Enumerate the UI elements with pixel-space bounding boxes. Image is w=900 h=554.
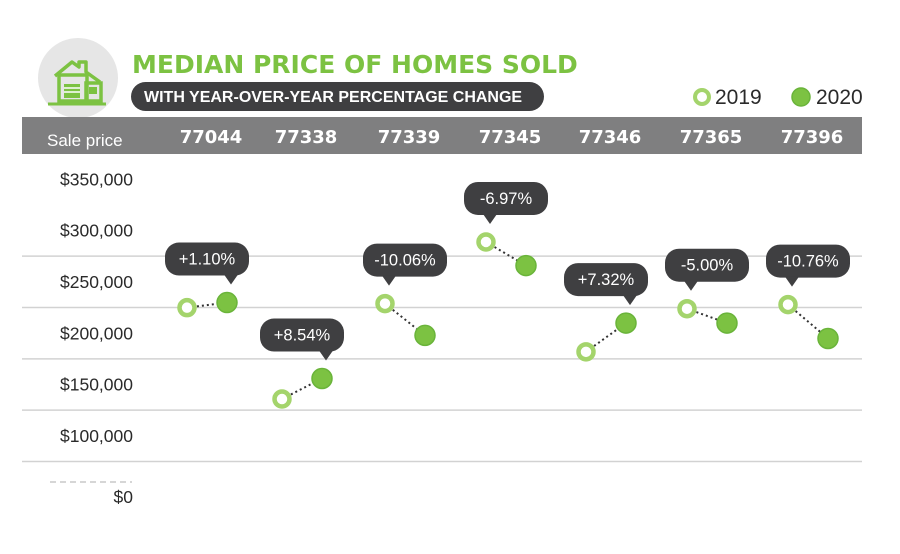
chart-title: MEDIAN PRICE OF HOMES SOLD	[132, 50, 578, 79]
legend-2020-label: 2020	[816, 86, 863, 109]
zip-label: 77396	[781, 127, 844, 148]
callout-bubble	[363, 243, 447, 277]
y-tick-label: $100,000	[60, 426, 133, 446]
callout-pointer	[319, 350, 333, 361]
callout-pointer	[785, 276, 799, 287]
change-connector	[384, 302, 426, 337]
change-callout: -6.97%	[464, 181, 548, 224]
callout-value: -5.00%	[681, 257, 734, 275]
point-2019	[677, 298, 697, 319]
point-2019	[375, 293, 395, 314]
point-2019	[576, 342, 596, 362]
legend-2020-marker	[791, 87, 811, 107]
point-2020	[311, 367, 333, 390]
callout-value: -6.97%	[480, 190, 533, 208]
zip-label: 77365	[680, 127, 743, 148]
point-2020	[515, 254, 537, 277]
x-axis-label: Sale price	[47, 131, 123, 150]
chart-subtitle: WITH YEAR-OVER-YEAR PERCENTAGE CHANGE	[144, 89, 522, 106]
callout-pointer	[224, 274, 238, 285]
point-2019	[476, 232, 496, 252]
change-callout: -10.76%	[766, 244, 850, 287]
callout-value: +8.54%	[274, 327, 331, 345]
house-icon	[38, 38, 118, 118]
zip-label: 77044	[180, 127, 243, 148]
change-callout: +8.54%	[260, 318, 344, 361]
callout-bubble	[564, 263, 648, 297]
callout-value: -10.06%	[374, 252, 436, 270]
zip-label: 77339	[378, 127, 441, 148]
point-2019	[177, 297, 197, 318]
callout-bubble	[260, 318, 344, 352]
legend-2019-label: 2019	[715, 86, 762, 109]
change-callout: +1.10%	[165, 242, 249, 285]
zip-label: 77345	[479, 127, 542, 148]
callout-pointer	[483, 213, 497, 224]
change-callout: -5.00%	[665, 248, 749, 291]
callout-pointer	[382, 275, 396, 286]
callout-bubble	[766, 244, 850, 278]
y-tick-label: $300,000	[60, 221, 133, 241]
header-bar	[22, 117, 862, 154]
subtitle-pill	[131, 82, 544, 111]
legend: 2019 2020	[693, 86, 863, 109]
point-2020	[615, 312, 637, 334]
y-tick-label: $200,000	[60, 323, 133, 343]
callout-bubble	[665, 248, 749, 282]
zip-label: 77346	[579, 127, 642, 148]
point-2020	[817, 327, 839, 350]
point-2020	[216, 291, 238, 314]
change-connector	[787, 303, 829, 340]
y-tick-label: $350,000	[60, 169, 133, 189]
point-2020	[716, 312, 738, 334]
callout-pointer	[623, 295, 637, 306]
point-2019	[272, 389, 292, 409]
callout-pointer	[684, 280, 698, 291]
zip-label: 77338	[275, 127, 338, 148]
change-callout: -10.06%	[363, 243, 447, 286]
callout-value: +7.32%	[578, 271, 635, 289]
y-tick-label: $150,000	[60, 375, 133, 395]
change-callout: +7.32%	[564, 263, 648, 306]
callout-value: -10.76%	[777, 253, 839, 271]
y-tick-label: $250,000	[60, 272, 133, 292]
legend-2019-marker	[693, 88, 711, 106]
callout-bubble	[464, 181, 548, 215]
callout-value: +1.10%	[179, 251, 236, 269]
point-2020	[414, 324, 436, 347]
point-2019	[778, 294, 798, 315]
y-tick-label: $0	[114, 487, 134, 507]
callout-bubble	[165, 242, 249, 276]
